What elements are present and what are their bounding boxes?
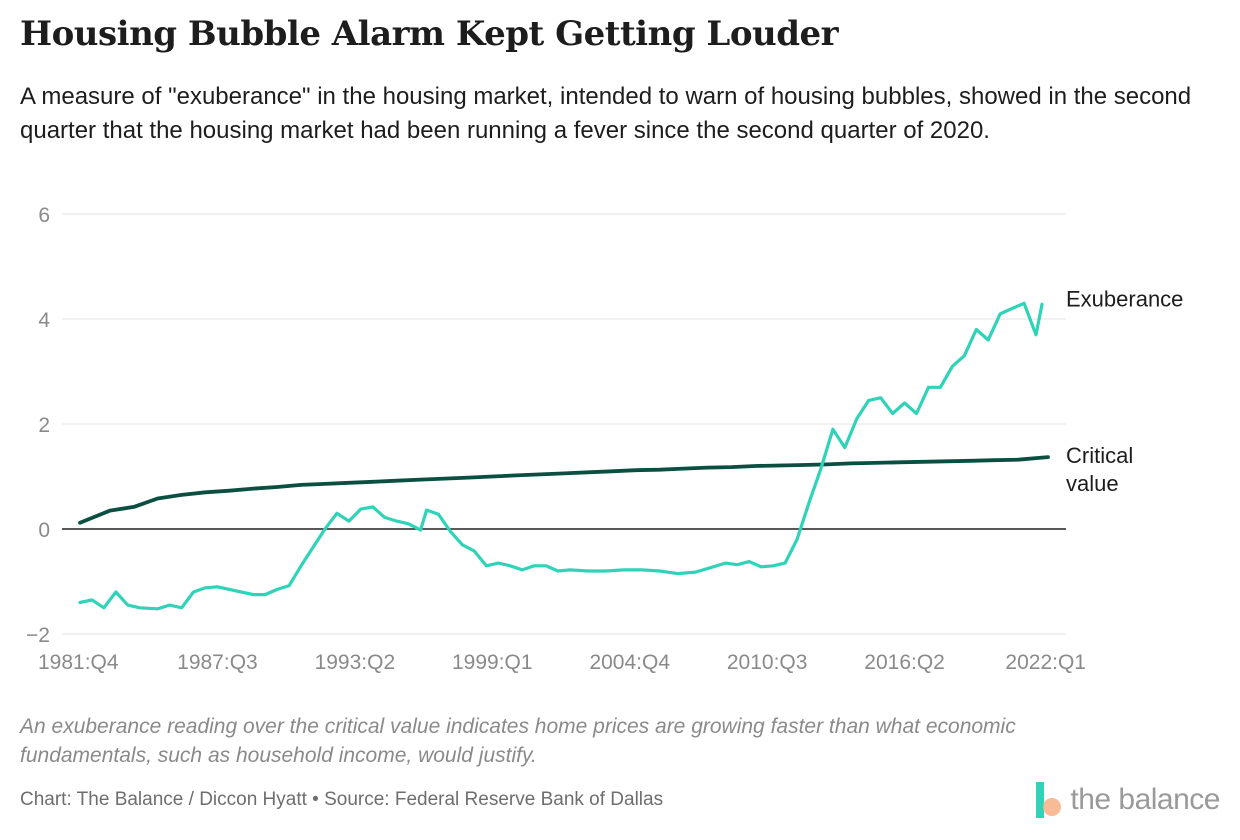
exuberance-series-label: Exuberance — [1066, 286, 1183, 311]
x-tick-label: 1993:Q2 — [315, 651, 396, 674]
x-tick-label: 2004:Q4 — [589, 651, 670, 674]
brand-name: the balance — [1070, 783, 1220, 816]
y-tick-label: 2 — [38, 414, 50, 437]
x-tick-label: 1981:Q4 — [38, 651, 119, 674]
critical-value-label-line2: value — [1066, 471, 1119, 496]
x-tick-label: 1999:Q1 — [452, 651, 533, 674]
y-tick-label: 0 — [38, 519, 50, 542]
chart-credit: Chart: The Balance / Diccon Hyatt • Sour… — [20, 789, 664, 810]
exuberance-line-chart: −2 0 2 4 6 1981:Q4 1987:Q3 1993:Q2 1999:Q1 2004:Q… — [26, 204, 1183, 674]
y-tick-label: 6 — [38, 204, 50, 227]
y-tick-label: 4 — [38, 309, 50, 332]
y-tick-label: −2 — [26, 624, 50, 647]
critical-value-series-line — [78, 455, 1050, 525]
chart-subtitle: A measure of "exuberance" in the housing… — [20, 83, 1192, 144]
x-tick-label: 1987:Q3 — [177, 651, 258, 674]
chart-title: Housing Bubble Alarm Kept Getting Louder — [20, 14, 839, 54]
brand-logo: the balance — [1036, 780, 1220, 820]
balance-logo-icon — [1036, 782, 1062, 818]
x-tick-label: 2010:Q3 — [727, 651, 808, 674]
critical-value-label-line1: Critical — [1066, 443, 1133, 468]
exuberance-series-line — [78, 301, 1044, 611]
x-tick-label: 2016:Q2 — [864, 651, 945, 674]
x-tick-label: 2022:Q1 — [1005, 651, 1086, 674]
chart-footnote: An exuberance reading over the critical … — [20, 715, 1016, 767]
